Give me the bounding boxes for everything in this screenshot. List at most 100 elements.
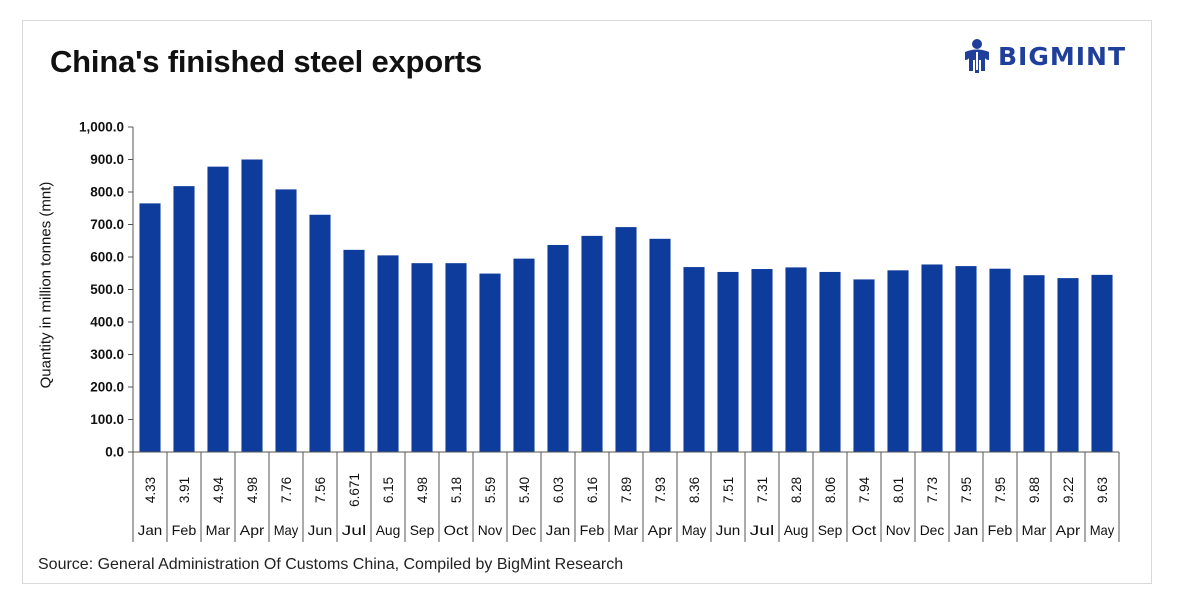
y-tick-label: 800.0 — [90, 185, 124, 200]
x-category-label: Jun — [308, 522, 333, 538]
table-row-label: 7.31 — [755, 477, 770, 503]
y-tick-label: 600.0 — [90, 250, 124, 265]
table-row-label: 9.22 — [1061, 477, 1076, 503]
table-row-label: 7.94 — [857, 476, 872, 503]
bar — [751, 269, 773, 452]
x-category-label: Oct — [852, 522, 877, 538]
source-note: Source: General Administration Of Custom… — [38, 556, 624, 573]
x-category-label: Nov — [478, 522, 503, 538]
bar — [581, 235, 603, 452]
table-row-label: 6.15 — [381, 477, 396, 503]
brand-logo: BIGMINT — [962, 36, 1126, 76]
table-row-label: 9.63 — [1095, 477, 1110, 503]
table-row-label: 7.73 — [925, 477, 940, 503]
table-row-label: 8.06 — [823, 477, 838, 503]
x-category-label: Feb — [580, 522, 605, 538]
y-tick-label: 100.0 — [90, 412, 124, 427]
chart-title: China's finished steel exports — [50, 44, 483, 79]
bar — [1091, 274, 1113, 452]
y-tick-label: 900.0 — [90, 152, 124, 167]
bar — [241, 159, 263, 452]
x-category-label: Apr — [240, 522, 265, 538]
bar — [513, 258, 535, 452]
y-tick-label: 200.0 — [90, 380, 124, 395]
y-tick-label: 0.0 — [105, 445, 124, 460]
x-category-label: Aug — [784, 522, 809, 538]
table-row-label: 4.94 — [211, 476, 226, 503]
table-row-label: 6.03 — [551, 477, 566, 503]
bar — [887, 270, 909, 452]
x-category-label: Aug — [376, 522, 401, 538]
bar — [343, 249, 365, 452]
bar — [547, 244, 569, 452]
table-row-label: 5.18 — [449, 477, 464, 503]
table-row-label: 7.95 — [959, 477, 974, 503]
y-tick-label: 700.0 — [90, 217, 124, 232]
table-row-label: 5.40 — [517, 477, 532, 503]
bar — [1057, 278, 1079, 452]
table-row-label: 9.88 — [1027, 477, 1042, 503]
y-tick-label: 1,000.0 — [79, 120, 124, 135]
table-row-label: 6.671 — [347, 473, 362, 507]
table-row-label: 5.59 — [483, 477, 498, 503]
x-category-label: Jun — [716, 522, 741, 538]
bar — [921, 264, 943, 452]
x-category-label: Nov — [886, 522, 911, 538]
x-category-label: Feb — [172, 522, 197, 538]
bar — [479, 273, 501, 452]
table-row-label: 8.01 — [891, 477, 906, 503]
table-row-label: 4.33 — [143, 477, 158, 503]
table-row-label: 7.51 — [721, 477, 736, 503]
bar — [615, 227, 637, 452]
bar — [411, 263, 433, 452]
x-category-label: Jan — [954, 522, 979, 538]
x-category-label: Sep — [818, 522, 843, 538]
bar — [173, 186, 195, 452]
bar — [139, 203, 161, 452]
table-row-label: 3.91 — [177, 477, 192, 503]
x-category-label: Jul — [342, 522, 367, 538]
y-tick-label: 300.0 — [90, 347, 124, 362]
y-tick-label: 500.0 — [90, 282, 124, 297]
x-category-label: May — [274, 522, 299, 538]
x-category-label: May — [682, 522, 707, 538]
bar — [309, 214, 331, 452]
table-row-label: 7.93 — [653, 477, 668, 503]
bar — [377, 255, 399, 452]
x-category-label: Dec — [920, 522, 945, 538]
x-category-label: Jul — [750, 522, 775, 538]
table-row-label: 8.36 — [687, 477, 702, 503]
x-category-label: Sep — [410, 522, 435, 538]
bar — [1023, 275, 1045, 452]
x-category-label: Jan — [546, 522, 571, 538]
table-row-label: 4.98 — [415, 477, 430, 503]
x-category-label: May — [1090, 522, 1115, 538]
bar — [853, 279, 875, 452]
table-row-label: 6.16 — [585, 477, 600, 503]
bar — [445, 263, 467, 452]
table-row-label: 7.56 — [313, 477, 328, 503]
logo-text: BIGMINT — [998, 41, 1127, 71]
x-category-label: Dec — [512, 522, 537, 538]
y-tick-label: 400.0 — [90, 315, 124, 330]
x-category-label: Mar — [614, 522, 639, 538]
table-row-label: 7.76 — [279, 477, 294, 503]
bar — [989, 268, 1011, 452]
bar — [955, 266, 977, 452]
bar — [717, 271, 739, 452]
bar — [649, 238, 671, 452]
bar — [785, 267, 807, 452]
x-category-label: Feb — [988, 522, 1013, 538]
x-category-label: Mar — [206, 522, 231, 538]
x-category-label: Mar — [1022, 522, 1047, 538]
bar — [275, 189, 297, 452]
table-row-label: 7.89 — [619, 477, 634, 503]
x-category-label: Jan — [138, 522, 163, 538]
table-row-label: 4.98 — [245, 477, 260, 503]
bar — [207, 166, 229, 452]
table-row-label: 8.28 — [789, 477, 804, 503]
x-category-label: Oct — [444, 522, 469, 538]
table-row-label: 7.95 — [993, 477, 1008, 503]
x-category-label: Apr — [648, 522, 673, 538]
